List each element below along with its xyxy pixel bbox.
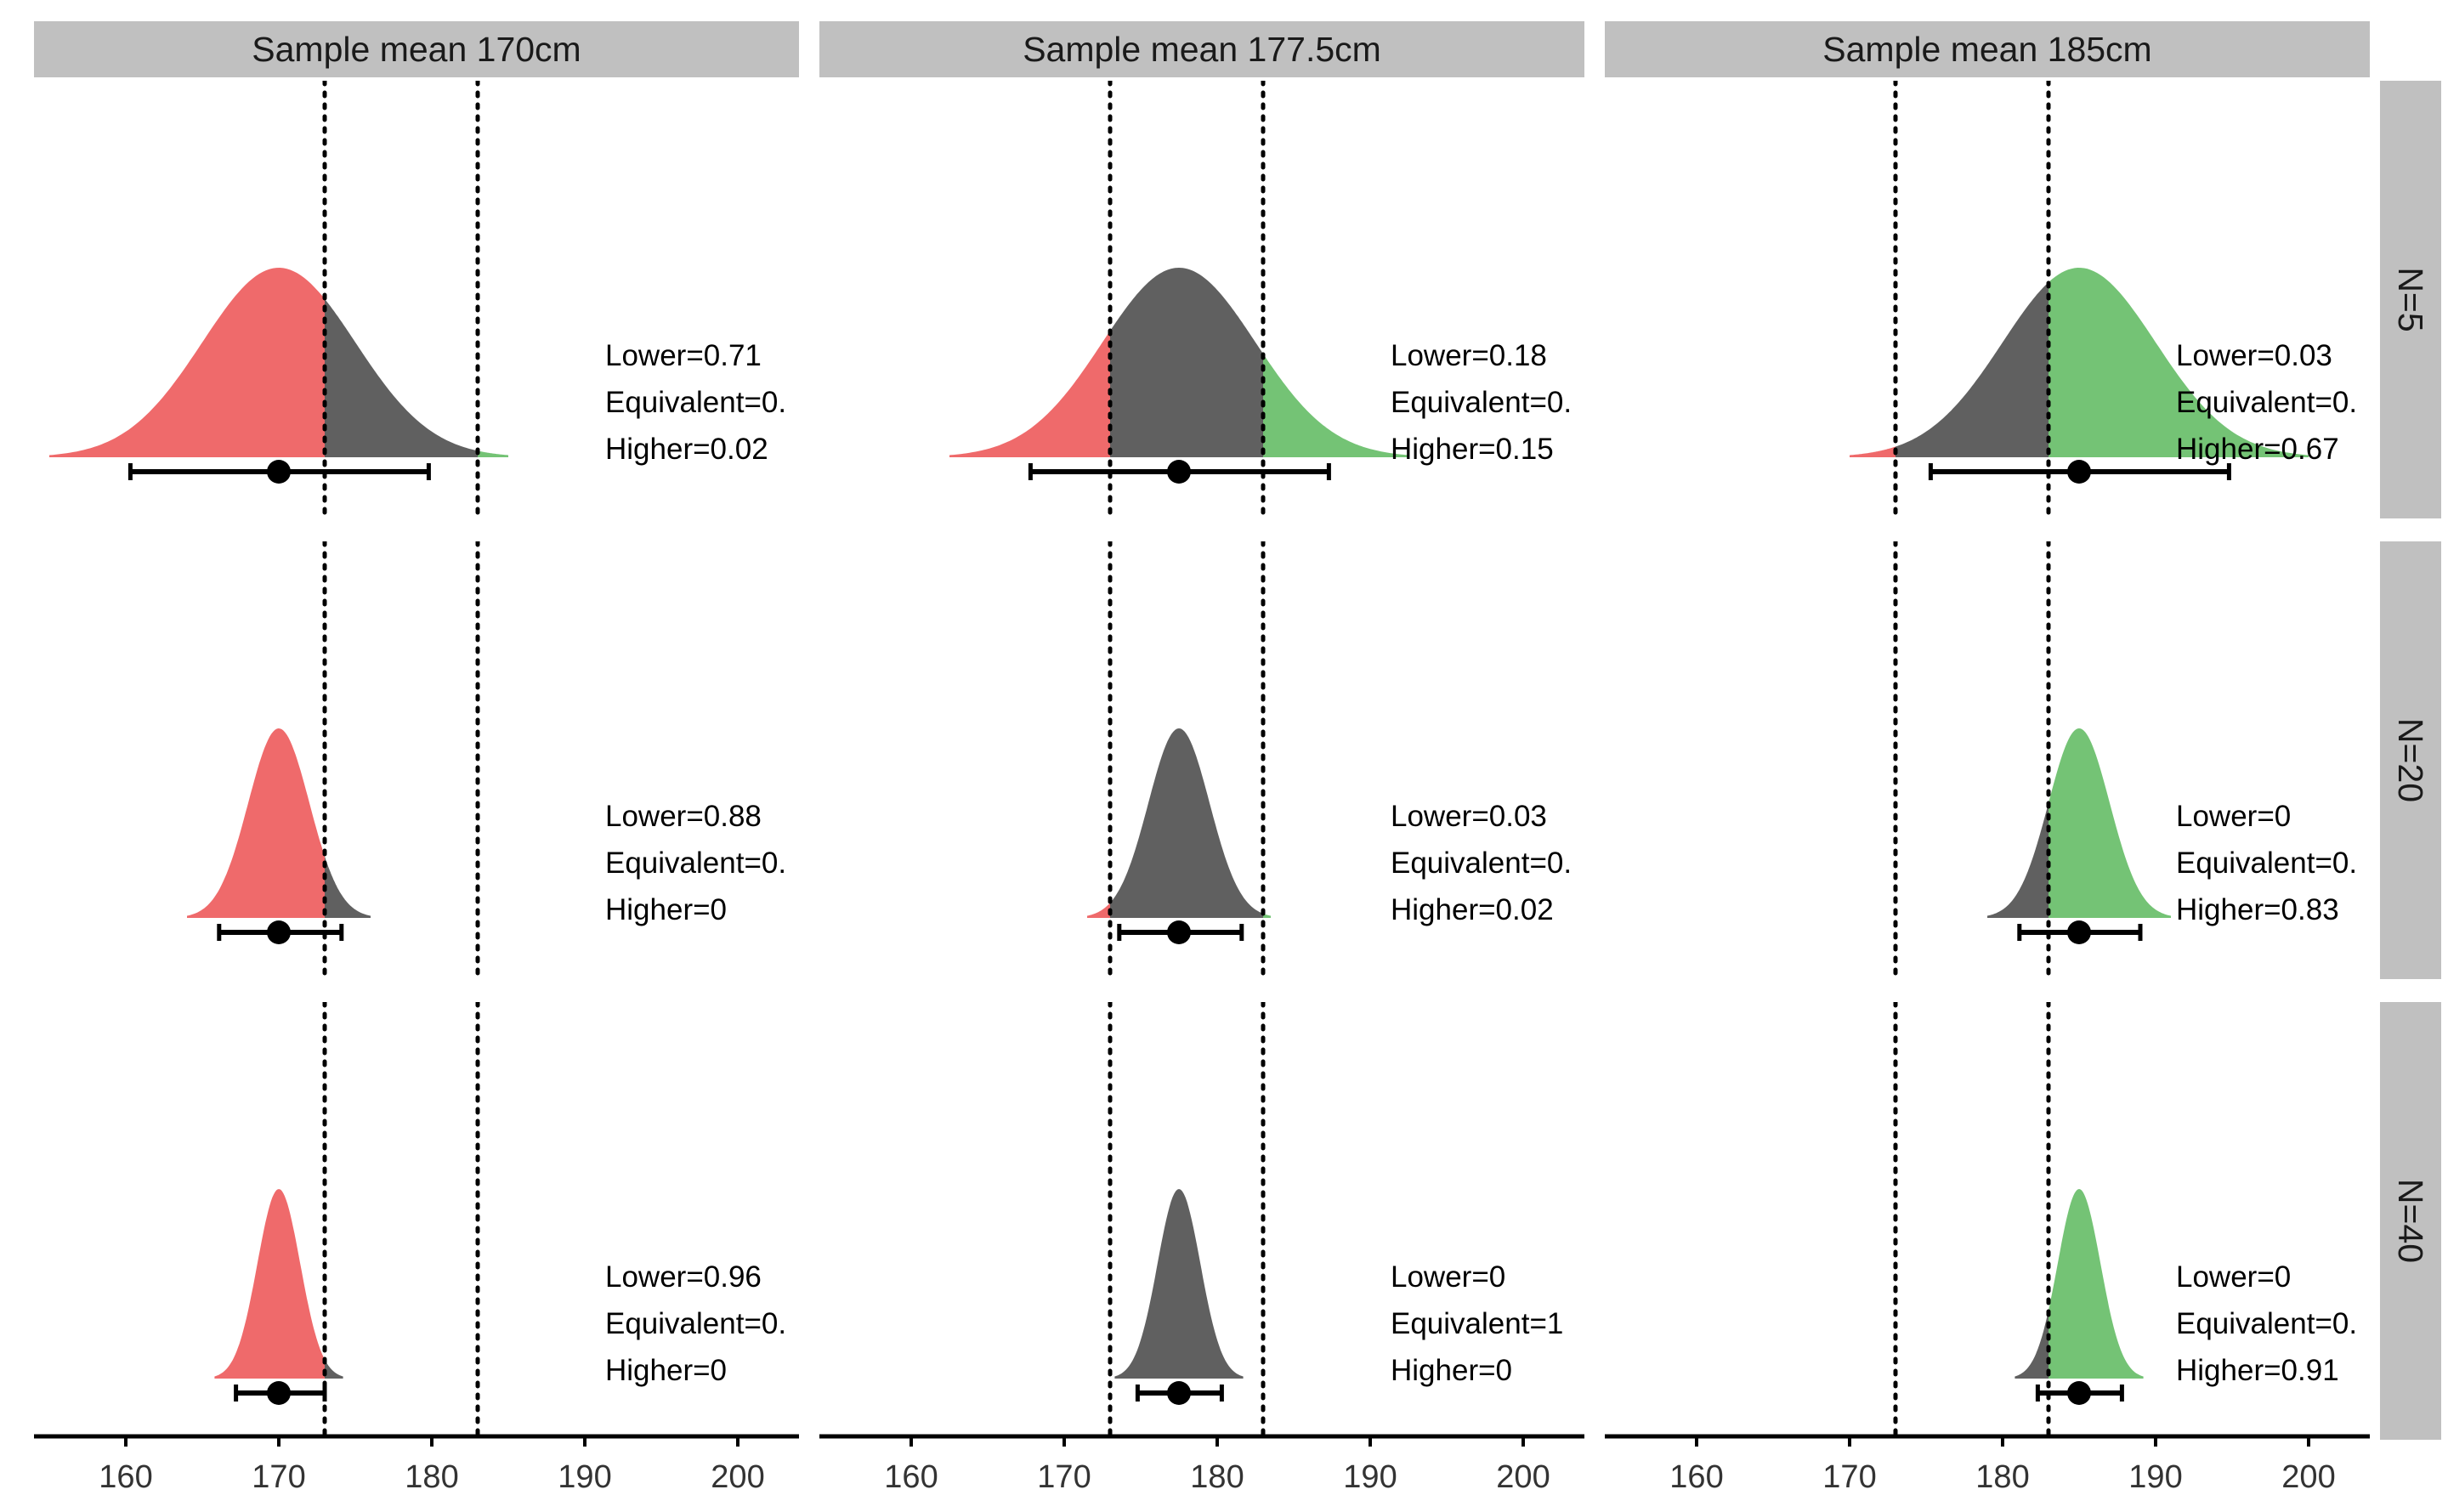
panel-0-0: Lower=0.71 Equivalent=0. Higher=0.02 — [49, 81, 786, 518]
density-equivalent-1-1 — [1110, 728, 1263, 918]
annotation-lower-2-0: Lower=0.03 — [2176, 339, 2332, 372]
x-tick-label-2-3: 190 — [2128, 1459, 2182, 1495]
x-tick-label-1-2: 180 — [1190, 1459, 1244, 1495]
panel-1-1: Lower=0.03 Equivalent=0. Higher=0.02 — [1087, 541, 1572, 979]
panel-1-2: Lower=0 Equivalent=1 Higher=0 — [1108, 1002, 1563, 1440]
density-equivalent-2-1 — [1987, 802, 2048, 918]
x-tick-label-1-0: 160 — [884, 1459, 938, 1495]
x-tick-label-0-0: 160 — [99, 1459, 152, 1495]
column-strip-label-2: Sample mean 185cm — [1822, 30, 2151, 69]
annotation-equivalent-1-2: Equivalent=1 — [1391, 1307, 1563, 1340]
density-lower-2-0 — [1850, 446, 1896, 457]
annotation-equivalent-2-2: Equivalent=0. — [2176, 1307, 2357, 1340]
annotation-higher-2-2: Higher=0.91 — [2176, 1354, 2339, 1387]
x-tick-label-2-1: 170 — [1822, 1459, 1876, 1495]
row-strip-2 — [2380, 1002, 2441, 1440]
mean-point-1-2 — [1167, 1381, 1191, 1405]
mean-point-2-2 — [2067, 1381, 2091, 1405]
density-equivalent-0-2 — [325, 1359, 343, 1379]
annotation-higher-0-2: Higher=0 — [605, 1354, 727, 1387]
annotation-equivalent-1-1: Equivalent=0. — [1391, 847, 1572, 880]
mean-point-0-1 — [267, 920, 291, 944]
panel-2-1: Lower=0 Equivalent=0. Higher=0.83 — [1893, 541, 2357, 979]
annotation-lower-1-2: Lower=0 — [1391, 1260, 1505, 1294]
panel-2-0: Lower=0.03 Equivalent=0. Higher=0.67 — [1850, 81, 2357, 518]
annotation-equivalent-0-0: Equivalent=0. — [605, 386, 786, 419]
annotation-higher-1-0: Higher=0.15 — [1391, 433, 1554, 466]
column-strip-label-0: Sample mean 170cm — [252, 30, 581, 69]
x-tick-label-1-3: 190 — [1343, 1459, 1397, 1495]
density-higher-2-1 — [2048, 728, 2171, 918]
annotation-higher-1-1: Higher=0.02 — [1391, 893, 1554, 926]
x-tick-label-2-4: 200 — [2281, 1459, 2335, 1495]
annotation-higher-0-0: Higher=0.02 — [605, 433, 768, 466]
annotation-equivalent-2-0: Equivalent=0. — [2176, 386, 2357, 419]
panel-0-1: Lower=0.88 Equivalent=0. Higher=0 — [187, 541, 786, 979]
density-equivalent-1-0 — [1110, 268, 1263, 457]
annotation-higher-1-2: Higher=0 — [1391, 1354, 1512, 1387]
annotation-lower-2-1: Lower=0 — [2176, 800, 2291, 833]
row-strip-label-0: N=5 — [2391, 267, 2430, 331]
density-equivalent-0-1 — [325, 856, 371, 918]
annotation-higher-2-0: Higher=0.67 — [2176, 433, 2339, 466]
annotation-equivalent-2-1: Equivalent=0. — [2176, 847, 2357, 880]
annotation-lower-1-1: Lower=0.03 — [1391, 800, 1547, 833]
annotation-higher-2-1: Higher=0.83 — [2176, 893, 2339, 926]
x-tick-label-1-4: 200 — [1496, 1459, 1550, 1495]
x-tick-label-1-1: 170 — [1037, 1459, 1091, 1495]
x-tick-label-0-1: 170 — [252, 1459, 305, 1495]
density-higher-2-0 — [2048, 268, 2309, 457]
density-equivalent-2-0 — [1896, 282, 2048, 457]
mean-point-0-0 — [267, 460, 291, 484]
row-strip-label-2: N=40 — [2391, 1179, 2430, 1263]
annotation-lower-0-0: Lower=0.71 — [605, 339, 762, 372]
mean-point-2-0 — [2067, 460, 2091, 484]
row-strip-label-1: N=20 — [2391, 718, 2430, 802]
x-tick-label-0-2: 180 — [405, 1459, 458, 1495]
density-lower-1-0 — [949, 331, 1110, 457]
mean-point-1-1 — [1167, 920, 1191, 944]
annotation-lower-0-2: Lower=0.96 — [605, 1260, 762, 1294]
x-tick-label-2-2: 180 — [1975, 1459, 2029, 1495]
density-higher-2-2 — [2048, 1189, 2144, 1379]
density-higher-0-0 — [478, 450, 508, 457]
x-tick-label-0-4: 200 — [711, 1459, 764, 1495]
row-strip-1 — [2380, 541, 2441, 979]
x-tick-label-0-3: 190 — [558, 1459, 611, 1495]
annotation-higher-0-1: Higher=0 — [605, 893, 727, 926]
density-equivalent-2-2 — [2014, 1310, 2048, 1379]
column-strip-0 — [34, 21, 799, 77]
annotation-lower-0-1: Lower=0.88 — [605, 800, 762, 833]
annotation-equivalent-0-2: Equivalent=0. — [605, 1307, 786, 1340]
density-lower-0-2 — [214, 1189, 325, 1379]
density-lower-1-1 — [1087, 903, 1110, 918]
column-strip-1 — [819, 21, 1584, 77]
panel-2-2: Lower=0 Equivalent=0. Higher=0.91 — [1893, 1002, 2357, 1440]
row-strip-0 — [2380, 81, 2441, 518]
density-lower-0-1 — [187, 728, 325, 918]
density-higher-1-0 — [1263, 354, 1408, 457]
panel-1-0: Lower=0.18 Equivalent=0. Higher=0.15 — [949, 81, 1572, 518]
density-equivalent-1-2 — [1114, 1189, 1244, 1379]
annotation-equivalent-1-0: Equivalent=0. — [1391, 386, 1572, 419]
density-higher-1-1 — [1263, 913, 1271, 918]
density-equivalent-0-0 — [325, 298, 478, 457]
annotation-equivalent-0-1: Equivalent=0. — [605, 847, 786, 880]
mean-point-1-0 — [1167, 460, 1191, 484]
density-lower-0-0 — [49, 268, 325, 457]
column-strip-label-1: Sample mean 177.5cm — [1023, 30, 1381, 69]
panel-0-2: Lower=0.96 Equivalent=0. Higher=0 — [214, 1002, 786, 1440]
annotation-lower-1-0: Lower=0.18 — [1391, 339, 1547, 372]
mean-point-0-2 — [267, 1381, 291, 1405]
annotation-lower-2-2: Lower=0 — [2176, 1260, 2291, 1294]
x-tick-label-2-0: 160 — [1669, 1459, 1723, 1495]
mean-point-2-1 — [2067, 920, 2091, 944]
column-strip-2 — [1605, 21, 2370, 77]
